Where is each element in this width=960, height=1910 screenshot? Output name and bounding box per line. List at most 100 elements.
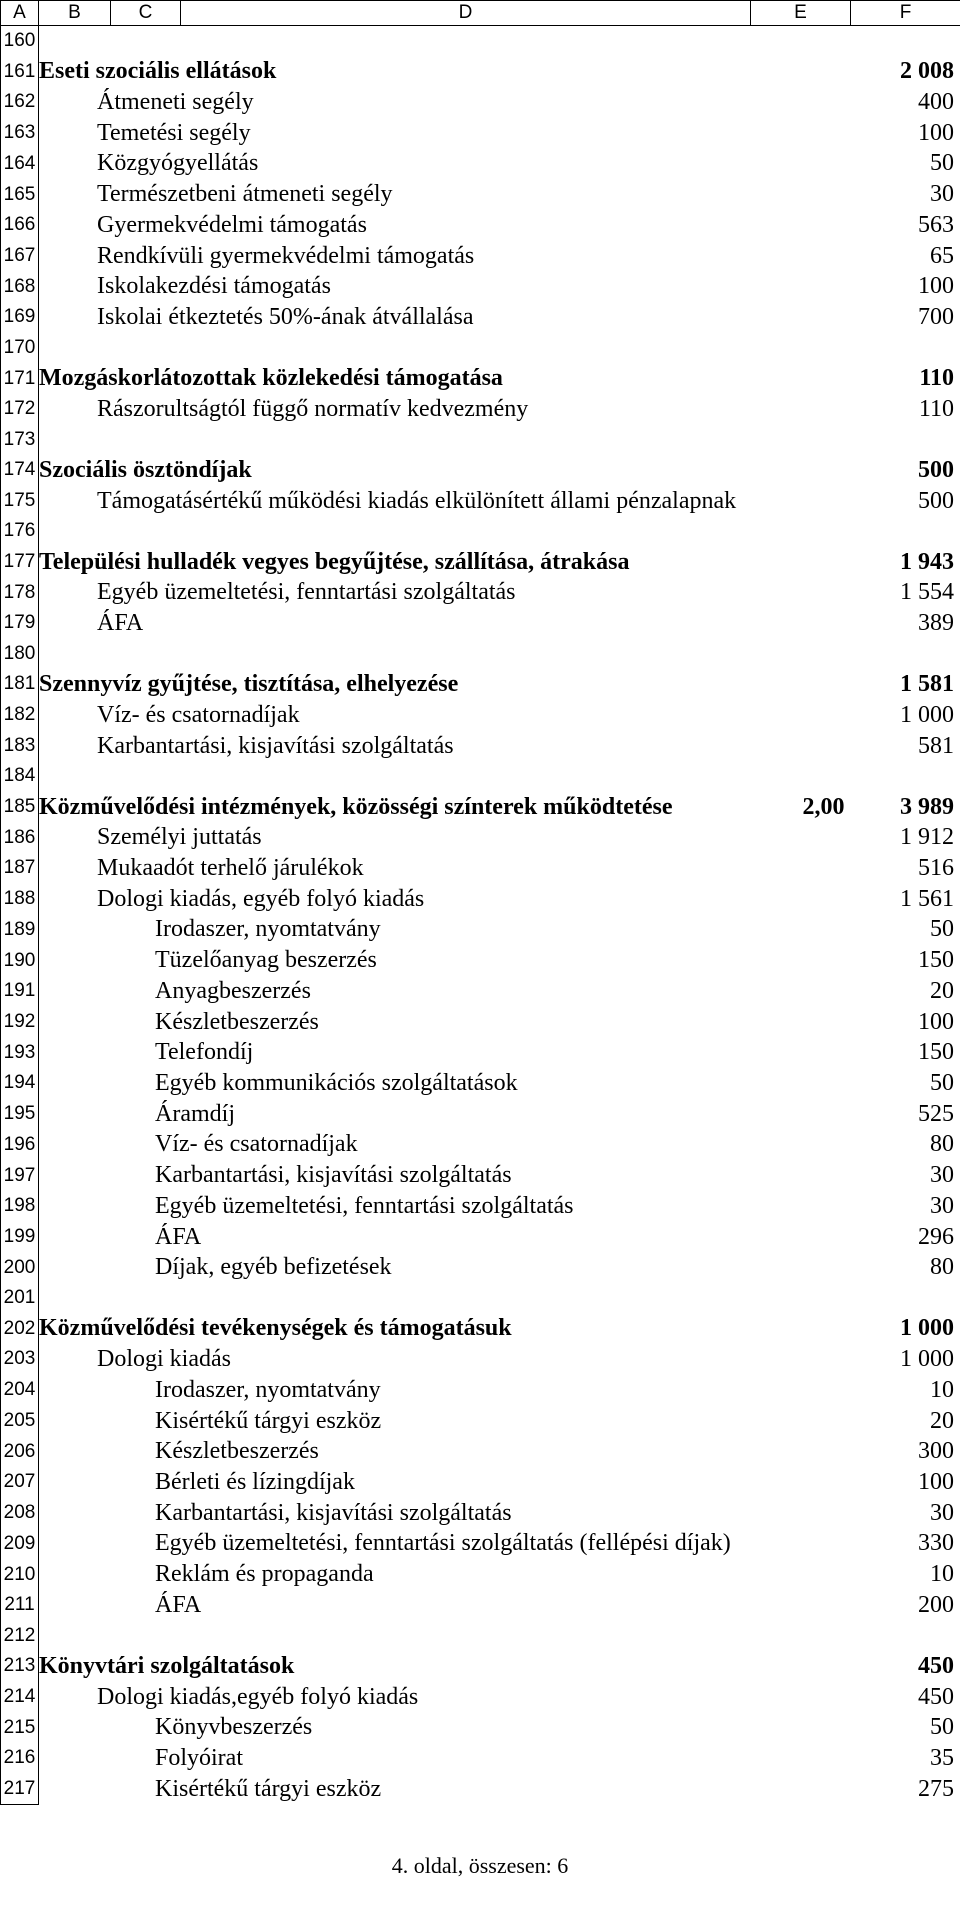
row-label	[39, 761, 751, 791]
row-value: 80	[851, 1252, 960, 1283]
table-row: 194Egyéb kommunikációs szolgáltatások50	[1, 1068, 960, 1099]
row-col-e	[751, 853, 851, 884]
row-col-e	[751, 1590, 851, 1621]
row-value: 30	[851, 1191, 960, 1222]
row-label: Támogatásértékű működési kiadás elkülöní…	[39, 486, 751, 517]
row-number: 181	[1, 669, 39, 700]
row-number: 193	[1, 1037, 39, 1068]
table-row: 200Díjak, egyéb befizetések80	[1, 1252, 960, 1283]
row-value	[851, 516, 960, 546]
row-number: 190	[1, 945, 39, 976]
row-value: 1 000	[851, 1313, 960, 1344]
table-row: 169Iskolai étkeztetés 50%-ának átvállalá…	[1, 302, 960, 333]
table-row: 187Mukaadót terhelő járulékok516	[1, 853, 960, 884]
row-col-e	[751, 271, 851, 302]
row-label: Tüzelőanyag beszerzés	[39, 945, 751, 976]
row-label: Karbantartási, kisjavítási szolgáltatás	[39, 1498, 751, 1529]
row-label: Mukaadót terhelő járulékok	[39, 853, 751, 884]
table-row: 170	[1, 333, 960, 363]
row-col-e	[751, 26, 851, 57]
row-col-e	[751, 639, 851, 669]
row-label: Dologi kiadás	[39, 1344, 751, 1375]
row-value: 80	[851, 1129, 960, 1160]
row-label: Víz- és csatornadíjak	[39, 700, 751, 731]
row-label: Víz- és csatornadíjak	[39, 1129, 751, 1160]
row-col-e	[751, 1559, 851, 1590]
row-col-e	[751, 363, 851, 394]
row-label	[39, 639, 751, 669]
table-row: 210Reklám és propaganda10	[1, 1559, 960, 1590]
table-row: 182Víz- és csatornadíjak1 000	[1, 700, 960, 731]
row-label	[39, 425, 751, 455]
table-row: 183Karbantartási, kisjavítási szolgáltat…	[1, 731, 960, 762]
row-number: 217	[1, 1774, 39, 1805]
table-row: 204Irodaszer, nyomtatvány10	[1, 1375, 960, 1406]
table-row: 191Anyagbeszerzés20	[1, 976, 960, 1007]
row-col-e	[751, 1528, 851, 1559]
row-col-e	[751, 884, 851, 915]
row-value: 50	[851, 1712, 960, 1743]
table-row: 197Karbantartási, kisjavítási szolgáltat…	[1, 1160, 960, 1191]
row-value	[851, 761, 960, 791]
table-row: 181Szennyvíz gyűjtése, tisztítása, elhel…	[1, 669, 960, 700]
row-number: 189	[1, 914, 39, 945]
row-value: 500	[851, 486, 960, 517]
row-value: 400	[851, 87, 960, 118]
table-row: 190Tüzelőanyag beszerzés150	[1, 945, 960, 976]
table-row: 202Közművelődési tevékenységek és támoga…	[1, 1313, 960, 1344]
table-row: 189Irodaszer, nyomtatvány50	[1, 914, 960, 945]
table-row: 208Karbantartási, kisjavítási szolgáltat…	[1, 1498, 960, 1529]
row-col-e	[751, 976, 851, 1007]
row-number: 197	[1, 1160, 39, 1191]
budget-table: A B C D E F 160161Eseti szociális ellátá…	[0, 0, 960, 1805]
col-header-d: D	[181, 1, 751, 26]
table-row: 196Víz- és csatornadíjak80	[1, 1129, 960, 1160]
row-number: 195	[1, 1099, 39, 1130]
table-row: 205Kisértékű tárgyi eszköz20	[1, 1406, 960, 1437]
table-row: 165Természetbeni átmeneti segély30	[1, 179, 960, 210]
row-number: 176	[1, 516, 39, 546]
row-label	[39, 333, 751, 363]
row-value: 30	[851, 1160, 960, 1191]
table-row: 172Rászorultságtól függő normatív kedvez…	[1, 394, 960, 425]
row-col-e	[751, 1007, 851, 1038]
row-value: 100	[851, 1007, 960, 1038]
table-row: 166Gyermekvédelmi támogatás563	[1, 210, 960, 241]
row-number: 205	[1, 1406, 39, 1437]
row-label: Könyvtári szolgáltatások	[39, 1651, 751, 1682]
row-number: 209	[1, 1528, 39, 1559]
table-row: 186Személyi juttatás1 912	[1, 822, 960, 853]
table-row: 206Készletbeszerzés300	[1, 1436, 960, 1467]
table-row: 175Támogatásértékű működési kiadás elkül…	[1, 486, 960, 517]
row-value: 20	[851, 1406, 960, 1437]
row-col-e	[751, 547, 851, 578]
row-number: 161	[1, 56, 39, 87]
row-number: 186	[1, 822, 39, 853]
row-col-e	[751, 333, 851, 363]
page-footer: 4. oldal, összesen: 6	[0, 1805, 960, 1903]
row-value: 500	[851, 455, 960, 486]
row-col-e	[751, 394, 851, 425]
row-col-e	[751, 1743, 851, 1774]
row-number: 182	[1, 700, 39, 731]
row-col-e	[751, 700, 851, 731]
table-row: 188Dologi kiadás, egyéb folyó kiadás1 56…	[1, 884, 960, 915]
row-col-e	[751, 1774, 851, 1805]
row-number: 185	[1, 792, 39, 823]
table-row: 192Készletbeszerzés100	[1, 1007, 960, 1038]
row-number: 198	[1, 1191, 39, 1222]
row-number: 166	[1, 210, 39, 241]
row-label: Anyagbeszerzés	[39, 976, 751, 1007]
row-col-e	[751, 669, 851, 700]
row-value: 1 581	[851, 669, 960, 700]
row-number: 199	[1, 1222, 39, 1253]
row-col-e	[751, 516, 851, 546]
row-value: 700	[851, 302, 960, 333]
row-number: 174	[1, 455, 39, 486]
table-row: 173	[1, 425, 960, 455]
row-label: Bérleti és lízingdíjak	[39, 1467, 751, 1498]
row-value: 1 943	[851, 547, 960, 578]
table-row: 209Egyéb üzemeltetési, fenntartási szolg…	[1, 1528, 960, 1559]
row-value: 110	[851, 394, 960, 425]
table-row: 212	[1, 1621, 960, 1651]
